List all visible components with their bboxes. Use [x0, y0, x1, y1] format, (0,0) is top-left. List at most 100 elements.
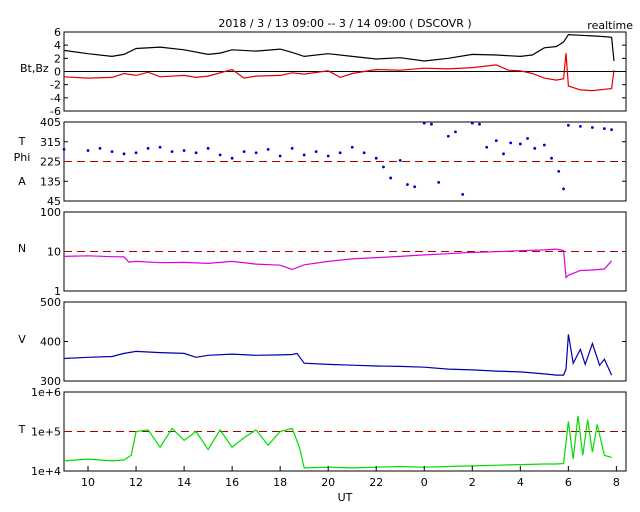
phi-angle-point [557, 169, 561, 173]
x-tick-label: 18 [273, 476, 287, 489]
phi-angle-point [86, 149, 90, 152]
speed-frame [63, 301, 627, 382]
x-tick-label: 10 [81, 476, 95, 489]
x-tick-label: 12 [129, 476, 143, 489]
speed-ylabel: V [18, 333, 26, 346]
x-tick-label: 4 [517, 476, 524, 489]
speed-series-1-line [63, 334, 613, 376]
phi-angle-point [110, 150, 114, 154]
phi-angle-point [326, 154, 330, 158]
phi-angle-point [170, 150, 174, 154]
phi-angle-point [254, 151, 258, 155]
phi-angle-point [422, 121, 426, 125]
y-tick-label: 45 [47, 195, 61, 208]
phi-angle-point [542, 143, 546, 147]
phi-angle-point [502, 152, 505, 156]
phi-angle-point [230, 156, 234, 160]
phi-angle-point [146, 146, 150, 150]
y-tick-label: 135 [40, 175, 61, 188]
phi-angle-point [98, 146, 102, 150]
x-tick-label: 16 [225, 476, 239, 489]
phi-angle-point [398, 159, 402, 162]
phi-angle-point [550, 156, 553, 160]
phi-angle-point [413, 185, 417, 189]
x-tick-label: 6 [565, 476, 572, 489]
x-tick-label: 0 [421, 476, 428, 489]
y-tick-label: 1 [54, 285, 61, 298]
magnetic-field-ylabel: Bt,Bz [20, 62, 49, 75]
phi-angle-point [266, 148, 270, 151]
y-tick-label: 4 [54, 39, 61, 52]
phi-angle-ylabel: A [18, 175, 26, 188]
phi-angle-point [562, 187, 565, 191]
phi-angle-point [406, 183, 409, 186]
phi-angle-point [478, 122, 481, 126]
phi-angle-point [278, 154, 282, 158]
phi-angle-point [437, 180, 441, 184]
phi-angle-point [158, 145, 162, 149]
phi-angle-point [526, 137, 529, 140]
y-tick-label: 2 [54, 52, 61, 65]
y-tick-label: 500 [40, 296, 61, 309]
phi-angle-point [182, 149, 186, 152]
phi-angle-point [578, 124, 582, 128]
phi-angle-point [122, 152, 126, 156]
phi-angle-point [470, 121, 474, 125]
x-tick-label: 20 [321, 476, 335, 489]
y-tick-label: 225 [40, 156, 61, 169]
phi-angle-point [290, 146, 294, 150]
phi-angle-point [518, 142, 522, 146]
phi-angle-point [206, 146, 210, 150]
y-tick-label: 1e+6 [31, 386, 61, 399]
magnetic-field-series-1-line [63, 33, 615, 62]
phi-angle-point [374, 156, 378, 160]
density-series-1-line [63, 248, 613, 279]
y-tick-label: 300 [40, 375, 61, 388]
phi-angle-point [218, 153, 222, 157]
speed-panel: 500 400 300 V [18, 296, 627, 388]
phi-angle-panel: 405 315 225 135 45 T Phi A [14, 116, 627, 208]
temperature-ylabel: T [18, 423, 26, 436]
phi-angle-point [362, 151, 366, 155]
phi-angle-point [134, 151, 138, 155]
x-axis-label: UT [338, 491, 353, 504]
chart-title: 2018 / 3 / 13 09:00 -- 3 / 14 09:00 ( DS… [218, 17, 471, 30]
phi-angle-point [430, 122, 433, 126]
phi-angle-point [446, 134, 450, 138]
y-tick-label: 1e+4 [31, 465, 61, 478]
y-tick-label: 0 [54, 66, 61, 79]
y-tick-label: 6 [54, 26, 61, 39]
phi-angle-point [194, 151, 198, 155]
phi-angle-point [302, 153, 306, 157]
phi-angle-ylabel: T [18, 135, 26, 148]
phi-angle-ylabel: Phi [14, 151, 31, 164]
phi-angle-point [602, 127, 606, 130]
x-tick-label: 22 [369, 476, 383, 489]
phi-angle-point [494, 139, 498, 143]
y-tick-label: 10 [47, 246, 61, 259]
y-tick-label: -6 [50, 105, 61, 118]
phi-angle-point [454, 130, 457, 134]
panels: 6420-2-4-6Bt,Bz40531522513545TPhiA100101… [14, 26, 627, 478]
phi-angle-point [389, 176, 393, 180]
temperature-panel: 1e+6 1e+5 1e+4 T [18, 386, 627, 478]
phi-angle-point [610, 128, 613, 132]
phi-angle-point [242, 150, 246, 154]
time-axis: 10 12 14 16 18 20 22 0 2 4 6 8 [81, 466, 620, 489]
y-tick-label: 100 [40, 206, 61, 219]
density-ylabel: N [18, 242, 26, 255]
temperature-series-1-line [63, 415, 612, 469]
phi-angle-point [509, 141, 513, 145]
phi-angle-point [461, 193, 465, 196]
realtime-badge: realtime [587, 19, 633, 32]
x-tick-label: 14 [177, 476, 191, 489]
phi-angle-point [590, 126, 594, 129]
phi-angle-point [62, 148, 66, 151]
phi-angle-point [314, 150, 318, 154]
phi-angle-point [566, 123, 570, 127]
y-tick-label: -4 [50, 92, 61, 105]
phi-angle-point [338, 151, 342, 155]
y-tick-label: 1e+5 [31, 426, 61, 439]
